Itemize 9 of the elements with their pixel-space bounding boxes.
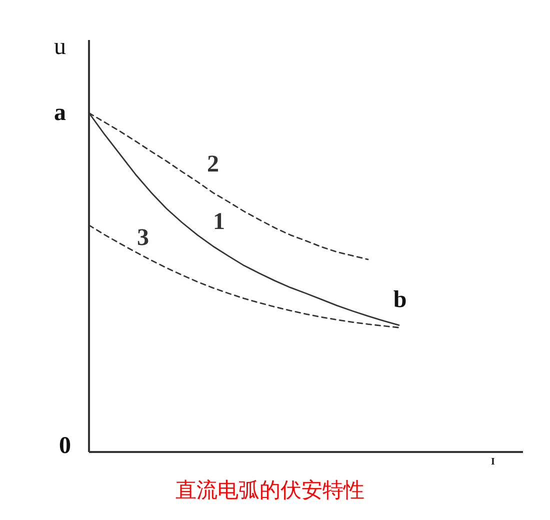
series-label: 1: [213, 209, 225, 236]
x-axis-title: I: [491, 456, 496, 468]
text: 0: [59, 433, 71, 459]
annotation: b: [393, 287, 407, 313]
text: a: [54, 100, 66, 126]
y-axis-title: u: [54, 34, 66, 60]
series-label: 2: [207, 152, 219, 178]
text: 直流电弧的伏安特性: [176, 478, 364, 502]
series-label: 3: [137, 225, 149, 252]
